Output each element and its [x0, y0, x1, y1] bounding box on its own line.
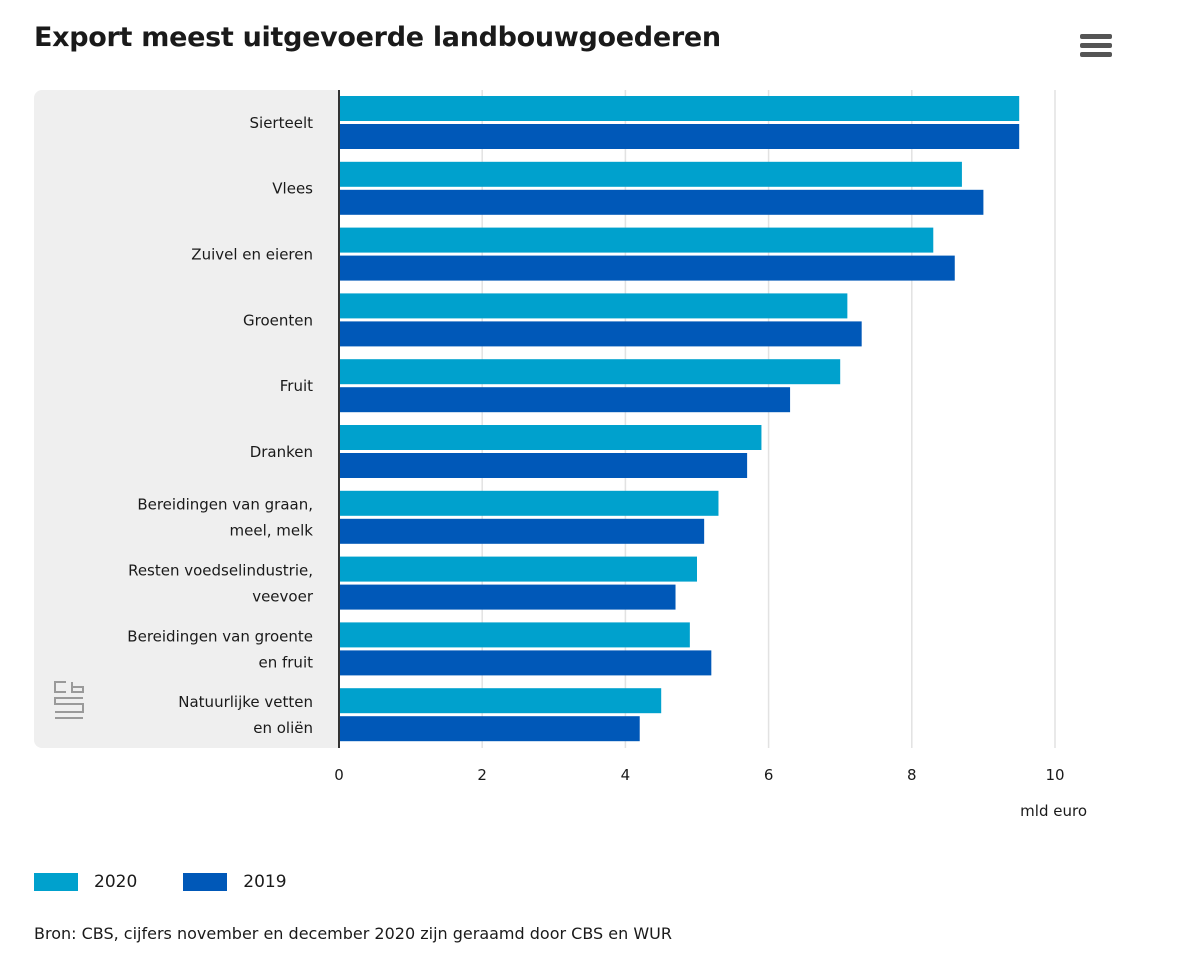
bar-2019-9	[339, 716, 640, 742]
category-label-line: en fruit	[258, 653, 313, 671]
category-label: Groenten	[243, 311, 313, 329]
bar-2020-1	[339, 161, 962, 187]
hamburger-menu-icon[interactable]	[1080, 34, 1112, 62]
category-label: Fruit	[280, 377, 313, 395]
category-label: Natuurlijke vetten en oliën	[178, 693, 313, 737]
bar-2020-7	[339, 556, 697, 582]
bar-chart: Sierteelt Vlees Zuivel en eieren Groenten Fr…	[34, 90, 1087, 820]
menu-bar-middle	[1080, 43, 1112, 48]
category-label: Resten voedselindustrie, veevoer	[128, 562, 314, 606]
menu-bar-bottom	[1080, 52, 1112, 57]
bar-2020-6	[339, 490, 719, 516]
x-tick-label: 4	[621, 766, 631, 784]
category-label-line: Vlees	[272, 180, 313, 198]
category-label: Bereidingen van groente en fruit	[127, 627, 313, 671]
category-label: Dranken	[250, 443, 313, 461]
bar-2020-0	[339, 96, 1020, 121]
legend-item-2020[interactable]: 2020	[34, 872, 137, 892]
chart-title: Export meest uitgevoerde landbouwgoedere…	[34, 22, 721, 53]
legend-label-2019: 2019	[243, 872, 287, 892]
category-label-line: en oliën	[253, 719, 313, 737]
x-tick-label: 8	[907, 766, 917, 784]
bar-2020-9	[339, 688, 662, 714]
category-label-line: veevoer	[252, 588, 314, 606]
category-label: Zuivel en eieren	[191, 246, 313, 264]
category-label-line: Bereidingen van graan,	[137, 496, 313, 514]
x-tick-label: 10	[1045, 766, 1064, 784]
bar-2019-8	[339, 650, 712, 676]
legend-item-2019[interactable]: 2019	[183, 872, 287, 892]
category-label-line: Sierteelt	[250, 114, 314, 132]
legend-swatch-2019	[183, 873, 228, 891]
bar-2020-5	[339, 425, 762, 450]
chart-legend: 2020 2019	[34, 872, 287, 892]
category-label-line: Natuurlijke vetten	[178, 693, 313, 711]
category-label-line: Zuivel en eieren	[191, 246, 313, 264]
x-tick-label: 0	[334, 766, 344, 784]
cbs-logo-icon	[54, 681, 84, 719]
bar-2019-4	[339, 387, 791, 413]
category-label: Bereidingen van graan, meel, melk	[137, 496, 313, 540]
category-label-line: Dranken	[250, 443, 313, 461]
category-label: Sierteelt	[250, 114, 314, 132]
category-label-line: Resten voedselindustrie,	[128, 562, 313, 580]
plot-area	[339, 90, 1057, 748]
bar-2019-5	[339, 453, 748, 478]
bar-2019-7	[339, 584, 676, 610]
bar-2019-0	[339, 124, 1020, 149]
source-note: Bron: CBS, cijfers november en december …	[34, 924, 672, 943]
x-axis-unit-label: mld euro	[1020, 802, 1087, 820]
legend-label-2020: 2020	[94, 872, 138, 892]
menu-bar-top	[1080, 34, 1112, 39]
category-label-line: Groenten	[243, 311, 313, 329]
x-tick-label: 6	[764, 766, 774, 784]
bar-2019-2	[339, 255, 955, 281]
x-tick-label: 2	[477, 766, 487, 784]
bar-2020-2	[339, 227, 934, 253]
category-label-line: Bereidingen van groente	[127, 627, 313, 645]
bar-2020-4	[339, 359, 841, 385]
bar-2019-1	[339, 189, 984, 215]
legend-swatch-2020	[34, 873, 78, 891]
category-label: Vlees	[272, 180, 313, 198]
bar-2020-8	[339, 622, 690, 648]
category-label-line: meel, melk	[230, 522, 314, 540]
bar-2020-3	[339, 293, 848, 319]
bar-2019-3	[339, 321, 862, 347]
category-label-line: Fruit	[280, 377, 313, 395]
bar-2019-6	[339, 518, 705, 544]
